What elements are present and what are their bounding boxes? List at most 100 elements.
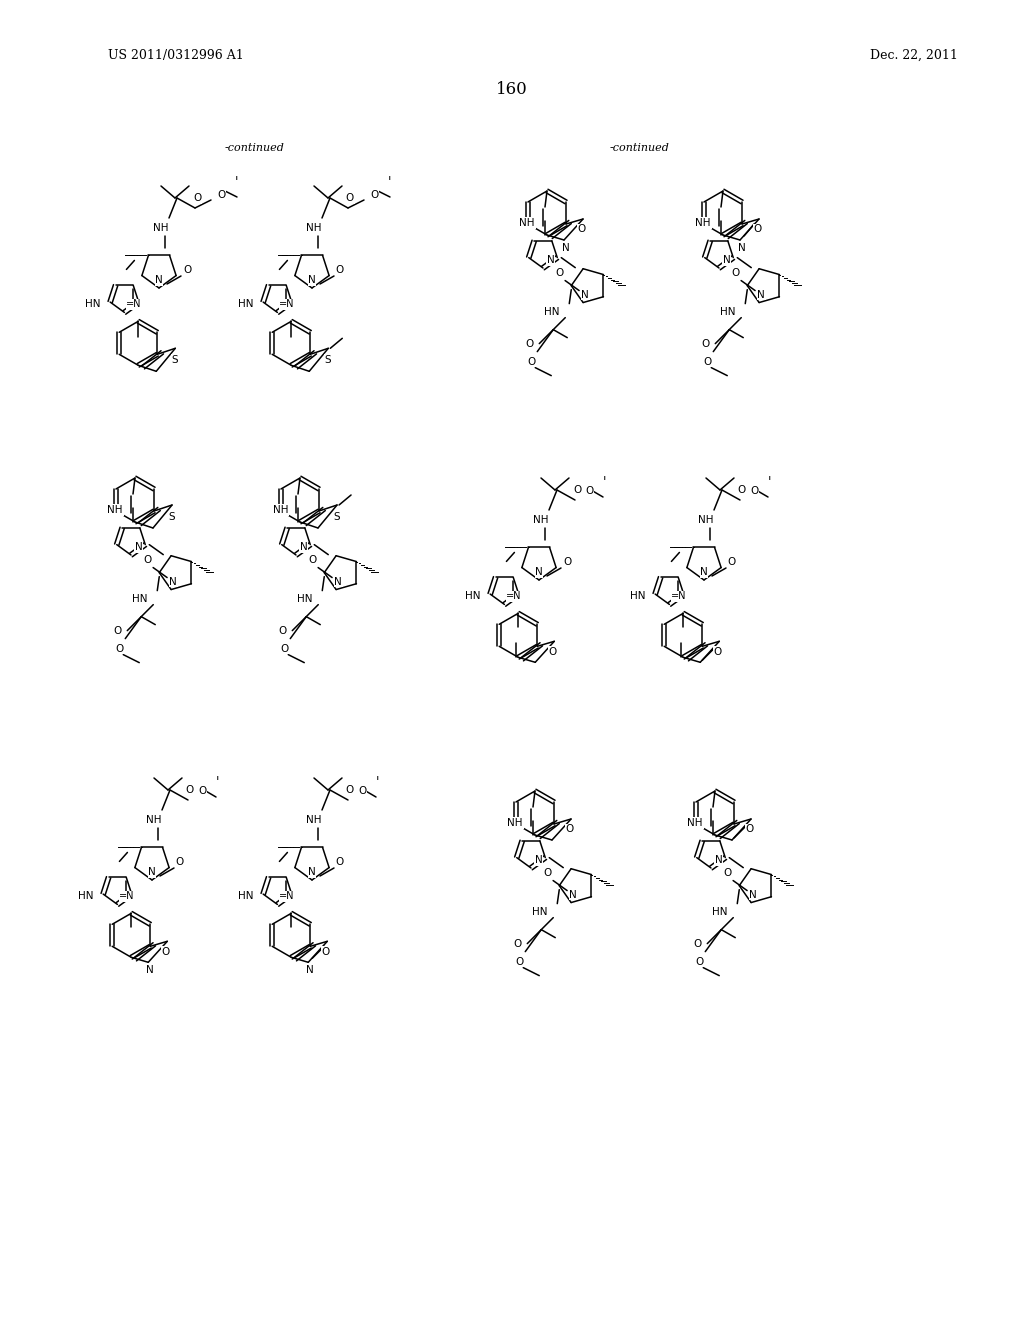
- Text: O: O: [695, 957, 703, 966]
- Text: US 2011/0312996 A1: US 2011/0312996 A1: [108, 49, 244, 62]
- Text: O: O: [176, 857, 184, 867]
- Text: N: N: [750, 890, 757, 899]
- Text: HN: HN: [78, 891, 93, 902]
- Text: O: O: [370, 190, 378, 201]
- Text: N: N: [547, 255, 555, 265]
- Text: ': ': [234, 176, 239, 189]
- Text: ': ': [376, 776, 380, 788]
- Text: O: O: [281, 644, 289, 653]
- Text: O: O: [723, 867, 731, 878]
- Text: N: N: [715, 855, 723, 865]
- Text: O: O: [693, 939, 701, 949]
- Text: O: O: [358, 785, 367, 796]
- Text: S: S: [333, 511, 340, 521]
- Text: S: S: [168, 511, 175, 521]
- Text: =N: =N: [126, 300, 142, 309]
- Text: NH: NH: [519, 218, 535, 228]
- Text: O: O: [198, 785, 206, 796]
- Text: HN: HN: [132, 594, 147, 603]
- Text: N: N: [135, 543, 142, 552]
- Text: -continued: -continued: [225, 143, 285, 153]
- Text: =N: =N: [280, 300, 295, 309]
- Text: O: O: [750, 486, 758, 496]
- Text: ': ': [768, 475, 771, 488]
- Text: HN: HN: [238, 891, 253, 902]
- Text: NH: NH: [108, 506, 123, 515]
- Text: ': ': [388, 176, 391, 189]
- Text: =N: =N: [120, 891, 135, 902]
- Text: N: N: [700, 568, 708, 577]
- Text: NH: NH: [534, 515, 549, 525]
- Text: O: O: [555, 268, 563, 277]
- Text: O: O: [572, 484, 582, 495]
- Text: HN: HN: [720, 306, 735, 317]
- Text: O: O: [525, 339, 534, 348]
- Text: N: N: [146, 965, 154, 975]
- Text: N: N: [300, 543, 308, 552]
- Text: O: O: [543, 867, 551, 878]
- Text: HN: HN: [85, 300, 100, 309]
- Text: S: S: [325, 355, 331, 364]
- Text: S: S: [171, 355, 178, 364]
- Text: O: O: [346, 193, 354, 203]
- Text: O: O: [308, 554, 316, 565]
- Text: N: N: [535, 855, 543, 865]
- Text: O: O: [336, 857, 344, 867]
- Text: O: O: [513, 939, 521, 949]
- Text: O: O: [754, 224, 762, 235]
- Text: O: O: [322, 946, 330, 957]
- Text: =N: =N: [672, 591, 687, 602]
- Text: O: O: [162, 946, 170, 957]
- Text: O: O: [703, 356, 712, 367]
- Text: Dec. 22, 2011: Dec. 22, 2011: [870, 49, 957, 62]
- Text: O: O: [279, 626, 287, 636]
- Text: NH: NH: [146, 814, 162, 825]
- Text: NH: NH: [695, 218, 711, 228]
- Text: O: O: [183, 265, 191, 275]
- Text: O: O: [585, 486, 593, 496]
- Text: N: N: [306, 965, 314, 975]
- Text: O: O: [336, 265, 344, 275]
- Text: HN: HN: [531, 907, 547, 916]
- Text: HN: HN: [544, 306, 559, 317]
- Text: O: O: [565, 825, 573, 834]
- Text: O: O: [714, 647, 722, 657]
- Text: NH: NH: [306, 223, 322, 234]
- Text: HN: HN: [465, 591, 480, 601]
- Text: HN: HN: [712, 907, 727, 916]
- Text: O: O: [115, 644, 123, 653]
- Text: O: O: [193, 193, 201, 203]
- Text: O: O: [731, 268, 739, 277]
- Text: NH: NH: [306, 814, 322, 825]
- Text: O: O: [745, 825, 754, 834]
- Text: 160: 160: [496, 82, 528, 99]
- Text: NH: NH: [698, 515, 714, 525]
- Text: NH: NH: [272, 506, 288, 515]
- Text: HN: HN: [238, 300, 253, 309]
- Text: HN: HN: [630, 591, 645, 601]
- Text: O: O: [728, 557, 736, 568]
- Text: =N: =N: [280, 891, 295, 902]
- Text: N: N: [723, 255, 731, 265]
- Text: NH: NH: [687, 818, 703, 828]
- Text: N: N: [536, 568, 543, 577]
- Text: N: N: [308, 867, 315, 876]
- Text: HN: HN: [297, 594, 312, 603]
- Text: O: O: [346, 785, 354, 795]
- Text: O: O: [527, 356, 536, 367]
- Text: O: O: [186, 785, 195, 795]
- Text: N: N: [334, 577, 342, 586]
- Text: N: N: [169, 577, 177, 586]
- Text: O: O: [113, 626, 122, 636]
- Text: O: O: [578, 224, 586, 235]
- Text: N: N: [569, 890, 577, 899]
- Text: O: O: [563, 557, 571, 568]
- Text: =N: =N: [507, 591, 522, 602]
- Text: N: N: [148, 867, 156, 876]
- Text: NH: NH: [154, 223, 169, 234]
- Text: N: N: [757, 289, 765, 300]
- Text: -continued: -continued: [610, 143, 670, 153]
- Text: N: N: [738, 243, 745, 253]
- Text: ': ': [603, 475, 606, 488]
- Text: ': ': [216, 776, 219, 788]
